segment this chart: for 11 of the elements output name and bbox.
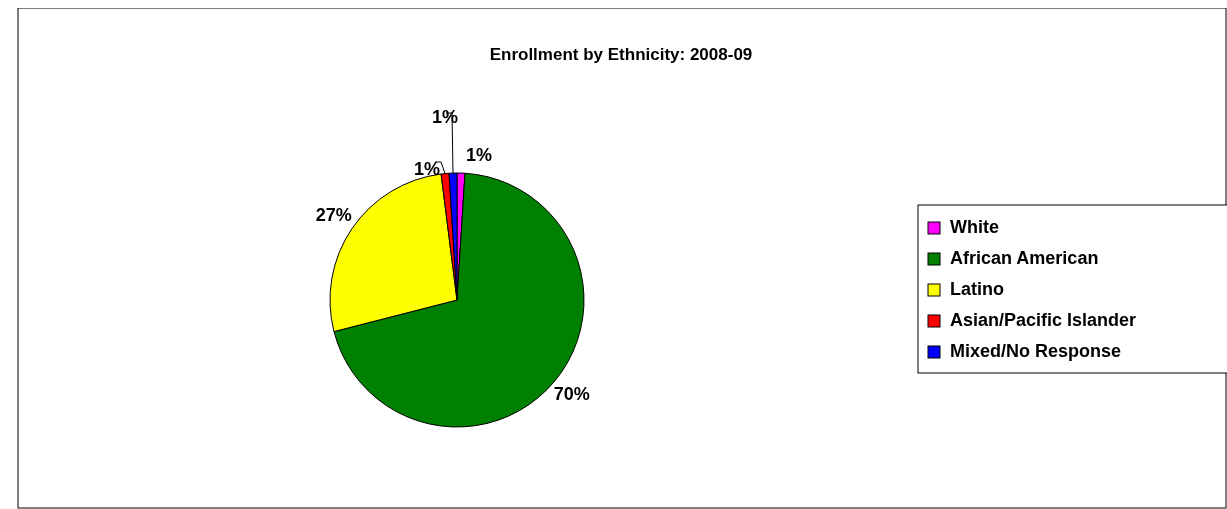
legend-label: White [950, 216, 999, 237]
data-label: 27% [315, 205, 352, 225]
chart-title: Enrollment by Ethnicity: 2008-09 [489, 45, 753, 64]
data-label: 1% [413, 158, 441, 179]
data-label: 1% [431, 106, 459, 127]
data-label: 70% [553, 383, 590, 404]
legend-label: African American [950, 247, 1099, 268]
data-label: 1% [465, 144, 493, 165]
legend-label: Latino [950, 278, 1004, 299]
legend-label: Mixed/No Response [950, 340, 1122, 361]
legend-label: Asian/Pacific Islander [950, 309, 1137, 330]
